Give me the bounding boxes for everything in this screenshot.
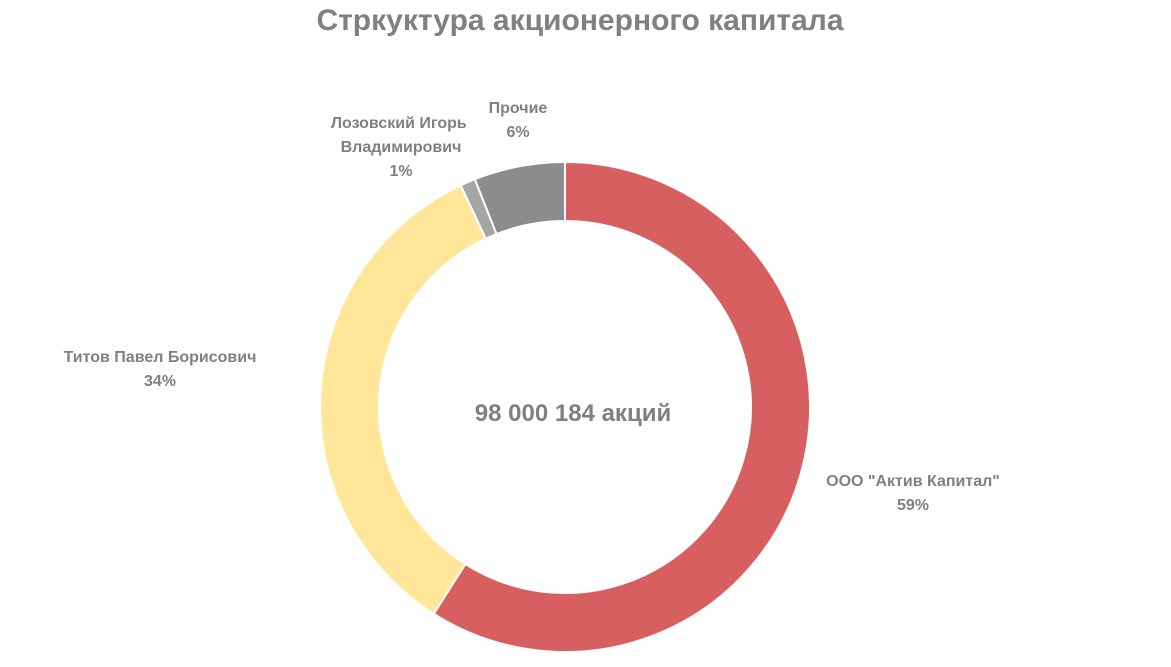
slice-label-name: Лозовский Игорь Владимирович xyxy=(331,115,471,156)
donut-slice-4 xyxy=(473,160,566,236)
donut-slice-2 xyxy=(319,183,488,616)
slice-label-aktiv-kapital: ООО "Актив Капитал" 59% xyxy=(826,473,1000,514)
center-label: 98 000 184 акций xyxy=(475,400,671,427)
slice-label-name-line-1: Лозовский Игорь xyxy=(331,115,467,132)
slice-label-name: ООО "Актив Капитал" xyxy=(826,473,1000,490)
slice-label-lozovsky: Лозовский Игорь Владимирович 1% xyxy=(331,115,471,180)
slice-label-value: 34% xyxy=(144,373,176,390)
slice-label-value: 59% xyxy=(897,497,929,514)
slice-label-name-line-2: Владимирович xyxy=(341,139,462,156)
slice-label-titov: Титов Павел Борисович 34% xyxy=(64,349,257,390)
slice-label-name: Прочие xyxy=(489,100,548,117)
donut-slice-1 xyxy=(432,160,811,653)
donut-slices xyxy=(319,160,811,653)
slice-label-value: 1% xyxy=(389,163,412,180)
chart-title: Стркуктура акционерного капитала xyxy=(316,4,844,37)
slice-label-value: 6% xyxy=(506,124,529,141)
slice-label-name: Титов Павел Борисович xyxy=(64,349,257,366)
slice-label-prochie: Прочие 6% xyxy=(489,100,548,141)
